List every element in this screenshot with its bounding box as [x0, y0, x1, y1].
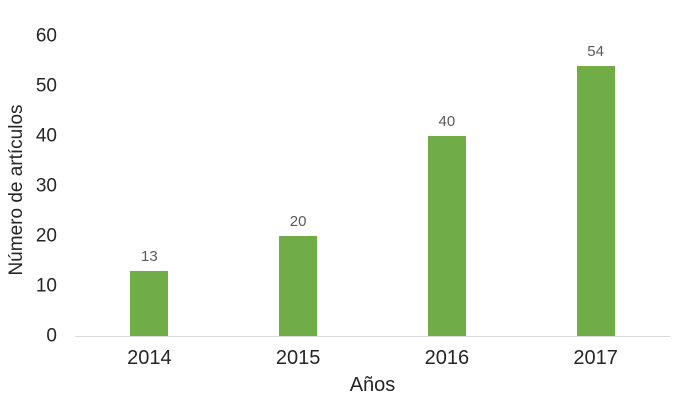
- y-tick-label: 30: [35, 175, 57, 197]
- bar-group-2015: 20: [224, 36, 373, 336]
- y-tick-label: 50: [35, 75, 57, 97]
- bar-group-2016: 40: [373, 36, 522, 336]
- bar-group-2014: 13: [75, 36, 224, 336]
- data-label-2017: 54: [587, 43, 604, 60]
- bar-2015: [279, 236, 318, 336]
- y-tick-label: 40: [35, 125, 57, 147]
- data-label-2016: 40: [438, 113, 456, 130]
- bar-2014: [130, 271, 169, 336]
- plot-area: 13 20 40 54: [75, 36, 670, 337]
- bar-group-2017: 54: [521, 36, 670, 336]
- y-tick-label: 60: [35, 25, 57, 47]
- category-label-2016: 2016: [424, 347, 470, 369]
- x-axis-title: Años: [349, 374, 396, 396]
- bar-2017: [576, 66, 615, 336]
- bar-2016: [427, 136, 466, 336]
- y-tick-label: 0: [46, 325, 57, 347]
- category-label-2015: 2015: [275, 347, 321, 369]
- data-label-2015: 20: [289, 213, 307, 230]
- category-label-2017: 2017: [573, 347, 618, 369]
- data-label-2014: 13: [141, 248, 158, 265]
- y-tick-label: 10: [35, 275, 57, 297]
- category-label-2014: 2014: [127, 347, 172, 369]
- y-tick-label: 20: [35, 225, 57, 247]
